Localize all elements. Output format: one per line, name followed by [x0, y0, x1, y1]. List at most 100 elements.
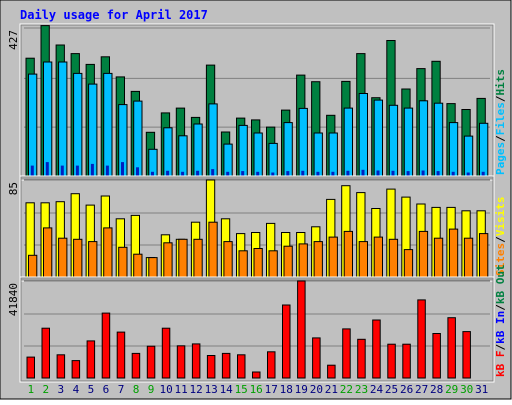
bar-pages-day-11: [181, 171, 185, 176]
legend-kb-in: kB In: [494, 311, 507, 344]
bar-sites-day-15: [238, 250, 248, 278]
legend-separator: /: [494, 304, 507, 311]
bar-kb-f-day-9: [146, 345, 156, 379]
bar-kb-f-day-12: [191, 343, 201, 379]
x-tick-label-day-3: 3: [57, 383, 64, 396]
bar-kb-f-day-16: [252, 371, 261, 379]
bar-files-day-28: [433, 102, 444, 177]
bar-files-day-31: [479, 122, 489, 177]
x-tick-label-day-21: 21: [325, 383, 338, 396]
bar-kb-f-day-27: [417, 299, 426, 379]
bar-pages-day-14: [226, 171, 230, 176]
bar-files-day-19: [298, 107, 308, 177]
bar-pages-day-3: [60, 165, 64, 176]
bar-kb-f-day-5: [86, 340, 96, 379]
bar-kb-f-day-20: [312, 337, 321, 379]
x-tick-label-day-5: 5: [88, 383, 95, 396]
bar-files-day-24: [373, 99, 384, 177]
bar-sites-day-28: [433, 237, 444, 278]
bar-sites-day-12: [193, 238, 203, 278]
bar-sites-day-20: [313, 241, 323, 278]
bar-kb-f-day-19: [297, 280, 306, 379]
bar-kb-f-day-13: [206, 355, 216, 379]
bar-kb-f-day-30: [462, 331, 471, 379]
bar-files-day-20: [313, 132, 323, 177]
bar-files-day-15: [238, 124, 248, 177]
bar-files-day-8: [133, 100, 143, 177]
bar-sites-day-27: [418, 230, 429, 278]
x-tick-label-day-23: 23: [355, 383, 368, 396]
bar-files-day-23: [358, 93, 369, 177]
bar-kb-f-day-25: [387, 343, 396, 379]
bar-pages-day-7: [121, 162, 124, 176]
bar-sites-day-3: [58, 237, 68, 278]
x-tick-label-day-16: 16: [250, 383, 263, 396]
x-tick-label-day-7: 7: [118, 383, 125, 396]
chart-title: Daily usage for April 2017: [20, 8, 208, 22]
legend-separator: /: [494, 236, 507, 243]
bar-files-day-30: [463, 135, 474, 177]
bar-sites-day-18: [283, 245, 293, 278]
bar-kb-f-day-17: [267, 351, 276, 379]
bar-kb-f-day-28: [432, 333, 441, 379]
bar-kb-f-day-3: [56, 354, 66, 379]
bar-kb-f-day-23: [357, 338, 366, 379]
bar-pages-day-9: [151, 171, 154, 176]
bar-kb-f-day-24: [372, 319, 381, 379]
legend-separator: /: [494, 344, 507, 351]
panel-hits-files-pages-frame-inner: [20, 24, 494, 180]
bar-pages-day-16: [256, 171, 260, 176]
bar-pages-day-19: [301, 170, 305, 176]
bar-files-day-5: [88, 83, 98, 177]
bar-sites-day-9: [148, 257, 158, 278]
panel-hits-files-pages-legend: Pages/Files/Hits: [494, 69, 507, 175]
bar-pages-day-23: [361, 169, 365, 176]
panel-visits-sites-legend: Sites/Visits: [494, 197, 507, 277]
bar-pages-day-27: [421, 170, 425, 176]
bar-kb-f-day-10: [161, 327, 171, 379]
x-tick-label-day-30: 30: [460, 383, 473, 396]
bar-pages-day-30: [466, 172, 470, 176]
bar-kb-f-day-15: [237, 354, 246, 379]
bar-sites-day-2: [43, 227, 53, 278]
x-tick-label-day-12: 12: [189, 383, 202, 396]
bar-sites-day-14: [223, 241, 233, 278]
panel-visits-sites-ymax-label: 85: [7, 182, 20, 195]
bar-sites-day-19: [298, 243, 308, 278]
bar-sites-day-25: [388, 238, 399, 278]
bar-pages-day-18: [286, 171, 290, 176]
bar-kb-f-day-4: [71, 360, 81, 379]
bar-files-day-29: [448, 122, 459, 177]
bar-kb-f-day-14: [221, 352, 231, 379]
x-tick-label-day-18: 18: [280, 383, 293, 396]
bar-kb-f-day-7: [116, 331, 126, 379]
legend-kb-out: kB Out: [494, 264, 507, 304]
bar-files-day-2: [43, 61, 53, 177]
bar-sites-day-29: [448, 228, 459, 278]
bar-pages-day-15: [241, 171, 245, 176]
bar-pages-day-2: [45, 162, 49, 176]
bar-kb-f-day-8: [131, 352, 141, 379]
bar-files-day-26: [403, 107, 414, 177]
bar-files-day-25: [388, 104, 399, 177]
bar-pages-day-22: [346, 170, 350, 176]
x-tick-label-day-14: 14: [220, 383, 234, 396]
bar-pages-day-6: [105, 165, 109, 176]
bar-sites-day-4: [73, 238, 83, 278]
x-tick-label-day-19: 19: [295, 383, 308, 396]
legend-separator: /: [494, 95, 507, 102]
bar-sites-day-31: [479, 233, 489, 278]
x-tick-label-day-1: 1: [27, 383, 34, 396]
legend-hits: Hits: [494, 69, 507, 96]
bar-pages-day-29: [451, 171, 455, 176]
bar-files-day-22: [343, 107, 354, 177]
panels: 427 Pages/Files/Hits 85 Sites/Visits41840kB…: [7, 23, 507, 383]
legend-kb-f: kB F: [494, 351, 507, 378]
bar-sites-day-23: [358, 241, 369, 278]
bar-kb-f-day-18: [282, 304, 291, 379]
x-tick-label-day-25: 25: [385, 383, 398, 396]
panel-hits-files-pages-ymax-label: 427: [7, 30, 20, 50]
